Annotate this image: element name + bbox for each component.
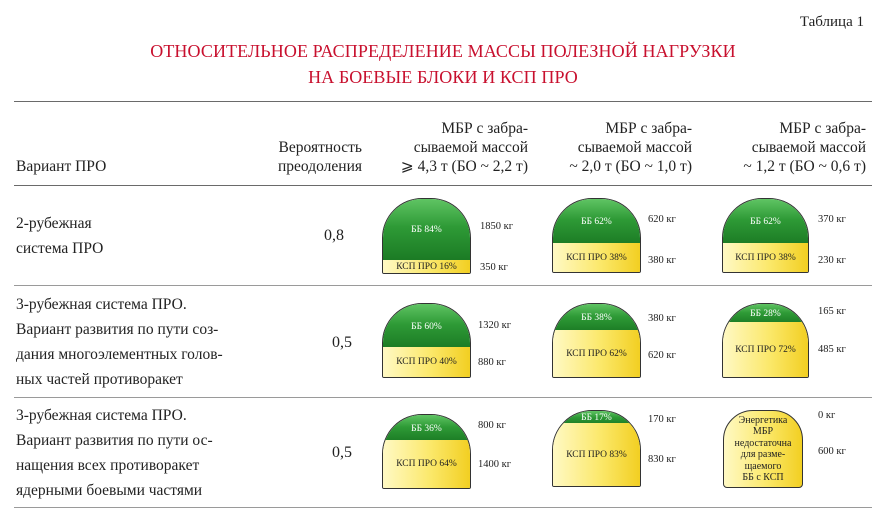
row2-col1-bb-mass: 1320 кг: [478, 320, 512, 331]
row2-col1-ksp-label: КСП ПРО 40%: [396, 357, 457, 367]
row2-probability: 0,5: [332, 334, 352, 351]
row3-col3-ksp-mass: 600 кг: [818, 446, 846, 457]
header-col3: МБР с забра- сываемой массой ~ 1,2 т (БО…: [706, 119, 866, 176]
row1-variant-line1: 2-рубежная: [16, 215, 92, 232]
row3-col2-diagram: ББ 17% КСП ПРО 83%: [552, 410, 641, 487]
row1-col3-ksp-label: КСП ПРО 38%: [735, 252, 796, 263]
row2-variant-line3: дания многоэлементных голов-: [16, 346, 223, 363]
row2-col2-bb-segment: ББ 38%: [553, 304, 640, 333]
row3-variant-line4: ядерными боевыми частями: [16, 482, 203, 499]
row2-col3-ksp-segment: КСП ПРО 72%: [723, 322, 808, 377]
header-col3-line1: МБР с забра-: [779, 120, 866, 137]
header-col1-line2: сываемой массой: [413, 139, 528, 156]
row1-col2-diagram: ББ 62% КСП ПРО 38%: [552, 198, 641, 273]
row1-col3-bb-segment: ББ 62%: [723, 199, 808, 246]
row1-col1-diagram: ББ 84% КСП ПРО 16%: [382, 198, 471, 274]
header-col2: МБР с забра- сываемой массой ~ 2,0 т (БО…: [536, 119, 692, 176]
table-number: Таблица 1: [799, 14, 864, 30]
row1-col3-bb-label: ББ 62%: [750, 217, 781, 227]
header-col1-line3: ⩾ 4,3 т (БО ~ 2,2 т): [400, 158, 528, 175]
row3-col2-ksp-mass: 830 кг: [648, 454, 676, 465]
row3-col3-bb-mass: 0 кг: [818, 410, 836, 421]
row2-col3-bb-label: ББ 28%: [750, 309, 781, 319]
row1-variant: 2-рубежная система ПРО: [16, 211, 103, 261]
row1-variant-line2: система ПРО: [16, 240, 104, 257]
row3-probability: 0,5: [332, 444, 352, 461]
row2-col1-bb-label: ББ 60%: [411, 321, 442, 332]
row2-col3-bb-mass: 165 кг: [818, 306, 846, 317]
row3-variant-line2: Вариант развития по пути ос-: [16, 432, 213, 449]
row1-col2-ksp-mass: 380 кг: [648, 255, 676, 266]
row2-col2-ksp-label: КСП ПРО 62%: [566, 348, 627, 359]
row3-col1-diagram: ББ 36% КСП ПРО 64%: [382, 414, 471, 489]
row1-col1-ksp-segment: КСП ПРО 16%: [383, 260, 470, 273]
header-col2-line2: сываемой массой: [577, 139, 692, 156]
row3-col1-bb-segment: ББ 36%: [383, 415, 470, 443]
row2-col1-bb-segment: ББ 60%: [383, 304, 470, 350]
row-divider-2: [14, 397, 872, 398]
row1-col2-bb-label: ББ 62%: [581, 217, 612, 227]
row1-col2-bb-segment: ББ 62%: [553, 199, 640, 246]
table-title-line1: ОТНОСИТЕЛЬНОЕ РАСПРЕДЕЛЕНИЕ МАССЫ ПОЛЕЗН…: [150, 41, 736, 61]
row2-variant-line4: ных частей противоракет: [16, 371, 183, 388]
row1-col3-ksp-mass: 230 кг: [818, 255, 846, 266]
row1-col3-bb-mass: 370 кг: [818, 214, 846, 225]
row1-col3-diagram: ББ 62% КСП ПРО 38%: [722, 198, 809, 273]
header-probability-line1: Вероятность: [278, 139, 362, 156]
row3-col2-ksp-segment: КСП ПРО 83%: [553, 423, 640, 486]
row1-col1-bb-label: ББ 84%: [411, 225, 442, 235]
header-col1: МБР с забра- сываемой массой ⩾ 4,3 т (БО…: [372, 119, 528, 176]
row2-col1-ksp-segment: КСП ПРО 40%: [383, 347, 470, 377]
header-bottom-rule: [14, 185, 872, 186]
row3-col1-bb-mass: 800 кг: [478, 420, 506, 431]
row2-col2-ksp-segment: КСП ПРО 62%: [553, 330, 640, 377]
row2-col1-ksp-mass: 880 кг: [478, 357, 506, 368]
row1-probability: 0,8: [324, 227, 344, 244]
header-col3-line2: сываемой массой: [751, 139, 866, 156]
header-col2-line3: ~ 2,0 т (БО ~ 1,0 т): [569, 158, 692, 175]
row2-col3-ksp-label: КСП ПРО 72%: [735, 344, 796, 355]
row3-col1-bb-label: ББ 36%: [411, 423, 442, 434]
row3-col2-bb-mass: 170 кг: [648, 414, 676, 425]
row1-col1-bb-mass: 1850 кг: [480, 221, 514, 232]
row3-col2-bb-label: ББ 17%: [581, 413, 612, 423]
row3-col1-ksp-mass: 1400 кг: [478, 459, 512, 470]
header-top-rule: [14, 101, 872, 102]
row2-variant-line2: Вариант развития по пути соз-: [16, 321, 219, 338]
row3-col3-energy-note: Энергетика МБР недостаточна для разме- щ…: [734, 414, 792, 484]
header-probability: Вероятность преодоления: [232, 138, 362, 176]
row3-col3-diagram: Энергетика МБР недостаточна для разме- щ…: [723, 410, 803, 488]
row3-variant-line1: 3-рубежная система ПРО.: [16, 407, 187, 424]
table-bottom-rule: [14, 507, 872, 508]
row1-col3-ksp-segment: КСП ПРО 38%: [723, 243, 808, 272]
row1-col2-ksp-label: КСП ПРО 38%: [566, 252, 627, 263]
header-col1-line1: МБР с забра-: [441, 120, 528, 137]
header-col3-line3: ~ 1,2 т (БО ~ 0,6 т): [743, 158, 866, 175]
row1-col1-ksp-label: КСП ПРО 16%: [396, 261, 457, 272]
header-variant: Вариант ПРО: [16, 158, 107, 175]
row1-col2-bb-mass: 620 кг: [648, 214, 676, 225]
row2-variant-line1: 3-рубежная система ПРО.: [16, 296, 187, 313]
row3-col2-ksp-label: КСП ПРО 83%: [566, 449, 627, 460]
row1-col1-bb-segment: ББ 84%: [383, 199, 470, 262]
row2-col2-bb-mass: 380 кг: [648, 313, 676, 324]
row3-col1-ksp-label: КСП ПРО 64%: [396, 459, 457, 469]
row2-col3-ksp-mass: 485 кг: [818, 344, 846, 355]
row1-col1-ksp-mass: 350 кг: [480, 262, 508, 273]
row2-col3-diagram: ББ 28% КСП ПРО 72%: [722, 303, 809, 378]
row1-col2-ksp-segment: КСП ПРО 38%: [553, 243, 640, 272]
row2-col2-bb-label: ББ 38%: [581, 313, 612, 323]
row3-variant: 3-рубежная система ПРО. Вариант развития…: [16, 403, 213, 503]
header-col2-line1: МБР с забра-: [605, 120, 692, 137]
header-probability-line2: преодоления: [278, 158, 362, 175]
row-divider-1: [14, 285, 872, 286]
row2-col2-ksp-mass: 620 кг: [648, 350, 676, 361]
row2-col2-diagram: ББ 38% КСП ПРО 62%: [552, 303, 641, 378]
row2-variant: 3-рубежная система ПРО. Вариант развития…: [16, 292, 223, 392]
row2-col1-diagram: ББ 60% КСП ПРО 40%: [382, 303, 471, 378]
row3-variant-line3: нащения всех противоракет: [16, 457, 200, 474]
table-title-line2: НА БОЕВЫЕ БЛОКИ И КСП ПРО: [308, 67, 578, 87]
row3-col1-ksp-segment: КСП ПРО 64%: [383, 440, 470, 488]
